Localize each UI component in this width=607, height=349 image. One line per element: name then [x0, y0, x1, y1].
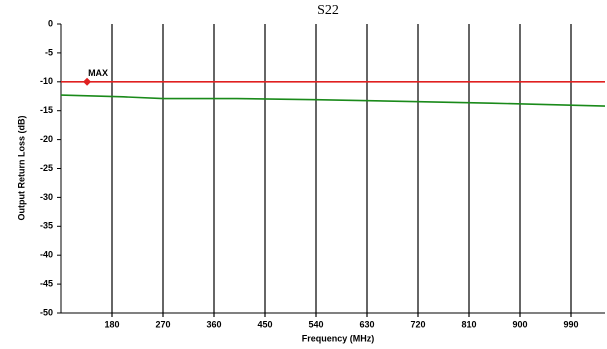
- x-tick-label: 180: [104, 319, 119, 329]
- x-tick-label: 540: [308, 319, 323, 329]
- y-tick-label: -25: [40, 163, 53, 173]
- marker: [83, 77, 92, 86]
- x-tick-label: 990: [563, 319, 578, 329]
- marker-label: MAX: [88, 68, 108, 78]
- y-tick-label: -10: [40, 76, 53, 86]
- y-tick-label: -35: [40, 221, 53, 231]
- y-tick-label: -5: [45, 47, 53, 57]
- y-axis-label: Output Return Loss (dB): [16, 116, 26, 221]
- x-tick-label: 450: [257, 319, 272, 329]
- x-tick-label: 720: [410, 319, 425, 329]
- y-tick-label: -20: [40, 134, 53, 144]
- y-tick-label: -40: [40, 250, 53, 260]
- y-tick-label: -50: [40, 307, 53, 317]
- y-tick-label: 0: [48, 18, 53, 28]
- x-tick-label: 360: [206, 319, 221, 329]
- y-tick-label: -45: [40, 278, 53, 288]
- y-tick-label: -15: [40, 105, 53, 115]
- series-line: [60, 94, 606, 107]
- x-tick-label: 630: [359, 319, 374, 329]
- y-tick-label: -30: [40, 192, 53, 202]
- x-axis-label: Frequency (MHz): [302, 333, 375, 343]
- x-tick-label: 900: [512, 319, 527, 329]
- chart-title: S22: [317, 3, 339, 18]
- x-tick-label: 270: [155, 319, 170, 329]
- x-tick-label: 810: [461, 319, 476, 329]
